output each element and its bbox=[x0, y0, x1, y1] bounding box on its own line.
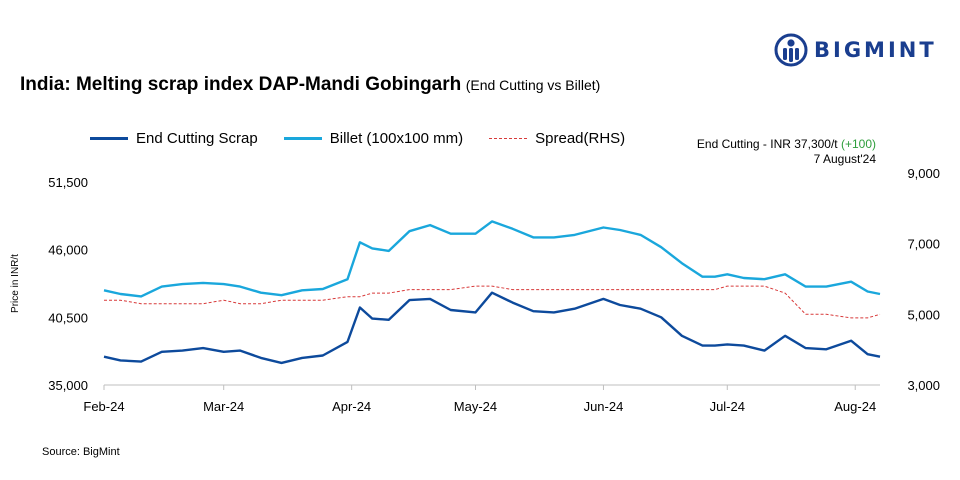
y2-tick-label: 5,000 bbox=[907, 307, 940, 322]
chart-legend: End Cutting Scrap Billet (100x100 mm) Sp… bbox=[90, 130, 651, 147]
series-line-spread bbox=[104, 285, 881, 319]
x-tick-label: Jul-24 bbox=[710, 399, 745, 414]
y2-tick-label: 9,000 bbox=[907, 166, 940, 181]
legend-label-spread: Spread(RHS) bbox=[535, 130, 626, 147]
y2-tick-label: 3,000 bbox=[907, 378, 940, 393]
x-tick-label: Mar-24 bbox=[203, 399, 244, 414]
annotation-price: End Cutting - INR 37,300/t bbox=[696, 137, 841, 151]
annotation-change: (+100) bbox=[840, 137, 876, 151]
price-annotation: End Cutting - INR 37,300/t (+100) 7 Augu… bbox=[697, 137, 876, 167]
y2-tick-label: 7,000 bbox=[907, 237, 940, 252]
legend-item-billet: Billet (100x100 mm) bbox=[283, 130, 464, 147]
legend-swatch-spread bbox=[489, 138, 528, 139]
legend-item-spread: Spread(RHS) bbox=[489, 130, 625, 147]
x-tick-label: Aug-24 bbox=[834, 399, 876, 414]
y-axis-label: Price in INR/t bbox=[10, 254, 21, 313]
x-tick-label: May-24 bbox=[454, 399, 497, 414]
annotation-date: 7 August'24 bbox=[813, 152, 876, 166]
legend-item-end-cutting: End Cutting Scrap bbox=[90, 130, 258, 147]
chart-subtitle: (End Cutting vs Billet) bbox=[465, 77, 601, 93]
x-tick-label: Feb-24 bbox=[83, 399, 124, 414]
brand-logo: BIGMINT bbox=[774, 33, 937, 67]
chart-title-main: India: Melting scrap index DAP-Mandi Gob… bbox=[20, 74, 462, 95]
legend-label-end-cutting: End Cutting Scrap bbox=[136, 130, 258, 147]
x-tick-label: Apr-24 bbox=[332, 399, 371, 414]
source-note: Source: BigMint bbox=[42, 446, 120, 458]
y-tick-label: 40,500 bbox=[48, 310, 88, 325]
y-tick-label: 51,500 bbox=[48, 175, 88, 190]
brand-name: BIGMINT bbox=[814, 38, 937, 62]
y-tick-label: 35,000 bbox=[48, 378, 88, 393]
series-line-end-cutting bbox=[103, 291, 881, 365]
chart-title: India: Melting scrap index DAP-Mandi Gob… bbox=[20, 74, 600, 96]
legend-swatch-billet bbox=[283, 137, 322, 140]
legend-label-billet: Billet (100x100 mm) bbox=[329, 130, 464, 147]
y-tick-label: 46,000 bbox=[48, 243, 88, 258]
x-tick-label: Jun-24 bbox=[584, 399, 624, 414]
legend-swatch-end-cutting bbox=[90, 137, 128, 140]
brand-mark-icon bbox=[774, 33, 808, 67]
series-line-billet bbox=[103, 220, 881, 298]
